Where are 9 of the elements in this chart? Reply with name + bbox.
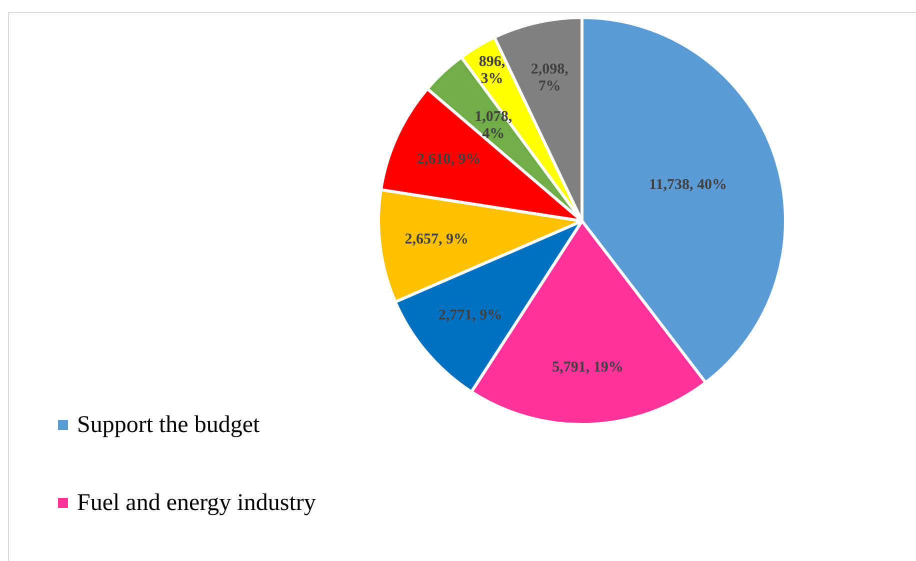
data-label: 896, 3%	[478, 54, 506, 88]
legend-label: Fuel and energy industry	[77, 490, 316, 516]
data-label: 2,610, 9%	[417, 152, 481, 168]
data-label: 2,771, 9%	[438, 308, 502, 324]
data-label: 11,738, 40%	[649, 176, 727, 193]
data-label: 5,791, 19%	[552, 359, 624, 376]
data-label: 2,098, 7%	[530, 61, 569, 94]
data-label: 2,657, 9%	[404, 231, 469, 248]
legend-label: Support the budget	[77, 412, 260, 438]
